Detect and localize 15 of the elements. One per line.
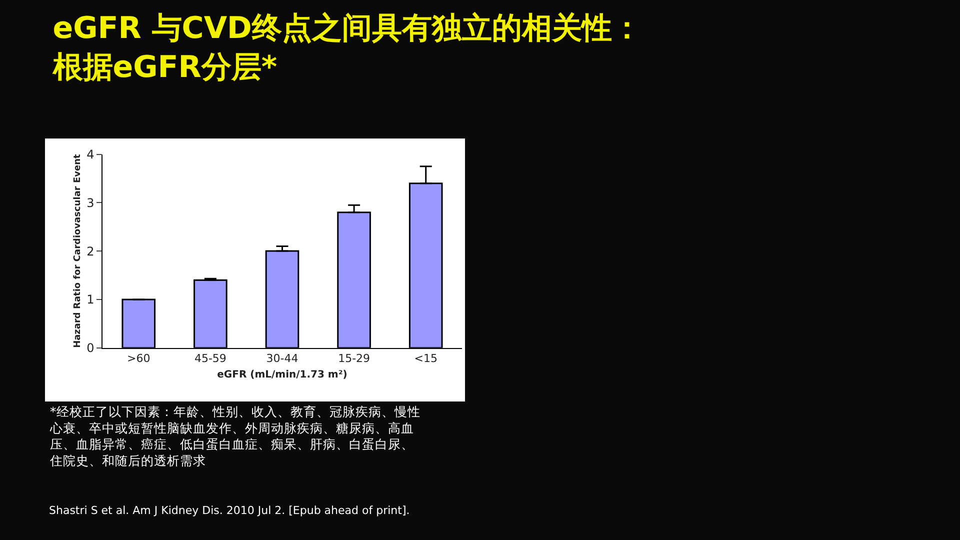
x-tick-label: >60 (127, 352, 150, 366)
y-tick-label: 1 (86, 292, 94, 307)
x-tick-label: 15-29 (338, 352, 370, 366)
y-tick-label: 0 (86, 341, 94, 356)
chart-title: eGFR 与CVD终点之间具有独立的相关性：根据eGFR分层* (52, 10, 642, 85)
y-tick-label: 4 (86, 147, 94, 162)
y-axis-title: Hazard Ratio for Cardiovascular Event (73, 154, 84, 348)
x-tick-label: 30-44 (266, 352, 298, 366)
y-tick-label: 3 (86, 196, 94, 210)
y-tick-label: 2 (86, 244, 94, 258)
x-tick-label: <15 (414, 352, 438, 366)
text: Shastri S et al. Am J Kidney Dis. 2010 Jul 2. [Epub ahead of print]. (49, 504, 410, 517)
x-tick-label: 45-59 (194, 352, 226, 366)
text: *经校正了以下因素：年龄、性别、收入、教育、冠脉疾病、慢性心衰、卒中或短暂性脑缺血发作、外周动脉疾病、糖尿病、高血压、血脂异常、癌症、低白蛋白血症、痴呆、肝病、白蛋白尿、住院史、和随后的透析需求 (49, 404, 420, 468)
x-axis-title: eGFR (mL/min/1.73 m²) (217, 370, 348, 381)
